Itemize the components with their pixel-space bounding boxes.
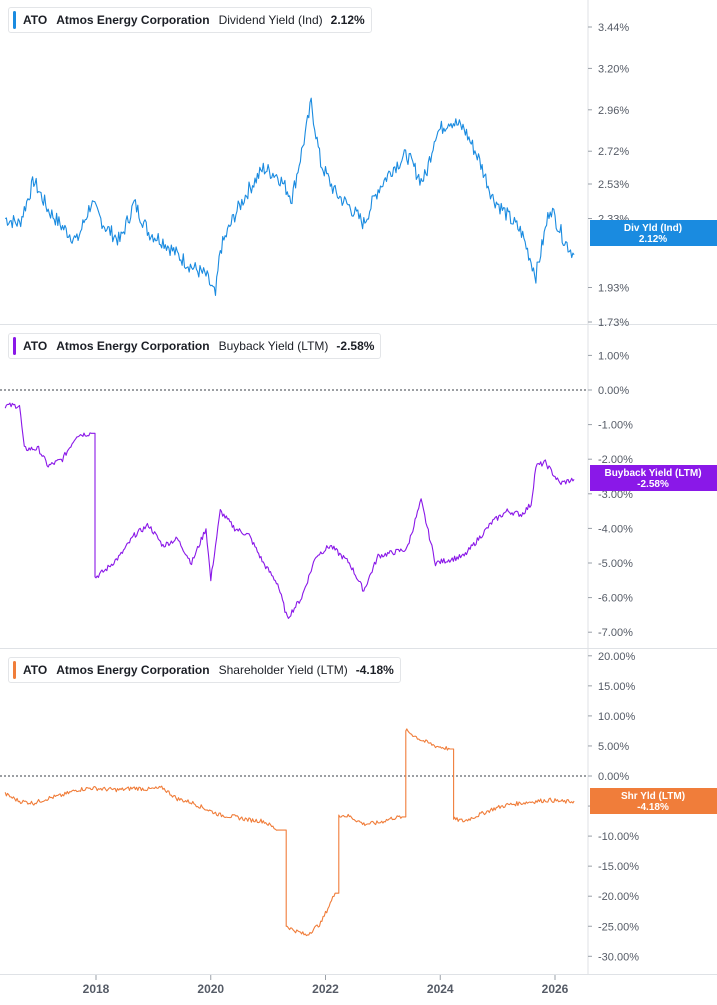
legend-ticker: ATO (23, 13, 48, 27)
value-badge-value: 2.12% (639, 234, 667, 245)
legend-shareholder-yield[interactable]: ATO Atmos Energy Corporation Shareholder… (8, 657, 401, 683)
y-tick-label: -10.00% (598, 831, 639, 843)
y-tick-label: 2.96% (598, 105, 629, 117)
value-badge: Buyback Yield (LTM)-2.58% (590, 465, 717, 491)
legend-ticker: ATO (23, 339, 48, 353)
series-swatch (13, 11, 16, 29)
series-swatch (13, 337, 16, 355)
legend-buyback-yield[interactable]: ATO Atmos Energy Corporation Buyback Yie… (8, 333, 382, 359)
y-tick-label: 15.00% (598, 681, 636, 693)
series-line-buyback-yield (4, 402, 575, 619)
y-tick-label: 2.53% (598, 179, 629, 191)
marks-layer (4, 97, 575, 937)
y-tick-label: 1.93% (598, 282, 629, 294)
legend-value: -4.18% (355, 663, 394, 677)
y-tick-label: -2.00% (598, 454, 633, 466)
value-badge-label: Shr Yld (LTM) (621, 791, 685, 802)
y-tick-label: -7.00% (598, 627, 633, 639)
legend-metric: Shareholder Yield (LTM) (218, 663, 348, 677)
y-tick-label: -15.00% (598, 861, 639, 873)
y-tick-label: 3.44% (598, 22, 629, 34)
legend-metric: Dividend Yield (Ind) (218, 13, 323, 27)
axis-layer: 3.44%3.20%2.96%2.72%2.53%2.33%1.93%1.73%… (83, 22, 717, 996)
grid-layer (0, 0, 717, 975)
value-badge-bg (590, 788, 717, 814)
x-tick-label: 2018 (83, 982, 110, 996)
y-tick-label: 5.00% (598, 741, 629, 753)
value-badge: Div Yld (Ind)2.12% (590, 220, 717, 246)
y-tick-label: 20.00% (598, 651, 636, 663)
y-tick-label: 10.00% (598, 711, 636, 723)
legend-company: Atmos Energy Corporation (56, 663, 210, 677)
y-tick-label: -20.00% (598, 891, 639, 903)
series-swatch (13, 661, 16, 679)
y-tick-label: -4.00% (598, 523, 633, 535)
legend-company: Atmos Energy Corporation (56, 13, 210, 27)
value-badge-bg (590, 465, 717, 491)
value-badge-label: Buyback Yield (LTM) (604, 468, 701, 479)
legend-company: Atmos Energy Corporation (56, 339, 210, 353)
legend-metric: Buyback Yield (LTM) (218, 339, 329, 353)
y-tick-label: 3.20% (598, 63, 629, 75)
value-badge-bg (590, 220, 717, 246)
value-badge-value: -4.18% (637, 802, 669, 813)
y-tick-label: -6.00% (598, 593, 633, 605)
y-tick-label: 2.72% (598, 146, 629, 158)
y-tick-label: -25.00% (598, 921, 639, 933)
y-tick-label: -30.00% (598, 951, 639, 963)
legend-ticker: ATO (23, 663, 48, 677)
legend-dividend-yield[interactable]: ATO Atmos Energy Corporation Dividend Yi… (8, 7, 372, 33)
value-badge: Shr Yld (LTM)-4.18% (590, 788, 717, 814)
y-tick-label: -5.00% (598, 558, 633, 570)
value-badge-label: Div Yld (Ind) (624, 223, 682, 234)
value-badge-value: -2.58% (637, 479, 669, 490)
y-tick-label: -3.00% (598, 489, 633, 501)
y-tick-label: 0.00% (598, 385, 629, 397)
series-line-dividend-yield (4, 97, 575, 296)
y-tick-label: 1.73% (598, 317, 629, 329)
y-tick-label: 1.00% (598, 350, 629, 362)
legend-value: -2.58% (336, 339, 375, 353)
y-tick-label: -1.00% (598, 420, 633, 432)
x-tick-label: 2024 (427, 982, 454, 996)
x-tick-label: 2022 (312, 982, 339, 996)
x-tick-label: 2026 (542, 982, 569, 996)
series-line-shareholder-yield (4, 728, 575, 937)
x-tick-label: 2020 (197, 982, 224, 996)
legend-value: 2.12% (330, 13, 365, 27)
y-tick-label: 0.00% (598, 771, 629, 783)
